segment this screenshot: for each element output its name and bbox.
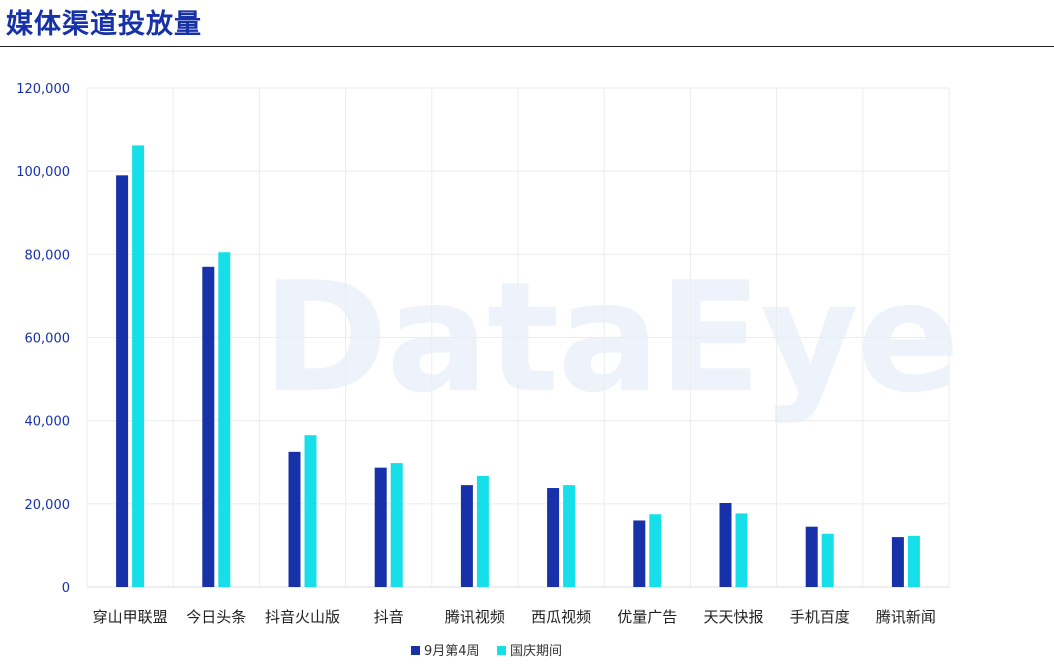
x-tick-label: 天天快报 (703, 608, 763, 626)
y-tick-label: 80,000 (25, 248, 71, 263)
y-tick-label: 0 (62, 581, 70, 596)
title-divider (0, 46, 1054, 47)
bar-series1 (633, 520, 646, 587)
bar-series2 (563, 485, 576, 587)
chart-grid (86, 87, 950, 588)
y-tick-label: 120,000 (16, 82, 70, 97)
x-tick-label: 西瓜视频 (531, 608, 591, 626)
bar-series1 (116, 175, 129, 587)
bar-series1 (719, 503, 732, 587)
y-tick-label: 40,000 (25, 415, 71, 430)
page-title: 媒体渠道投放量 (6, 9, 202, 40)
chart-bars (116, 145, 920, 588)
bar-series2 (218, 252, 231, 588)
x-tick-label: 腾讯视频 (445, 608, 505, 626)
bar-series2 (735, 513, 748, 587)
bar-series2 (304, 435, 317, 587)
y-tick-label: 20,000 (25, 498, 71, 513)
bar-series2 (649, 514, 662, 587)
bar-series2 (476, 475, 489, 587)
x-axis-ticks: 穿山甲联盟 今日头条 抖音火山版 抖音 腾讯视频 西瓜视频 优量广告 天天快报 手机百度 腾讯新闻 (93, 608, 936, 626)
legend-label: 9月第4周 (424, 644, 480, 659)
bar-series1 (288, 451, 301, 587)
y-axis-ticks: 0 20,000 40,000 60,000 80,000 100,000 120,000 (16, 82, 70, 596)
bar-series1 (547, 488, 560, 587)
bar-series2 (390, 463, 403, 587)
legend-swatch (497, 646, 506, 655)
bar-series1 (202, 266, 215, 587)
x-tick-label: 优量广告 (617, 608, 677, 626)
bar-series1 (805, 526, 818, 587)
x-tick-label: 抖音火山版 (265, 608, 340, 626)
legend-label: 国庆期间 (510, 644, 562, 659)
x-tick-label: 抖音 (374, 608, 404, 626)
bar-series1 (891, 537, 904, 587)
bar-series1 (460, 485, 473, 587)
legend-swatch (411, 646, 420, 655)
x-tick-label: 手机百度 (790, 608, 850, 626)
x-tick-label: 腾讯新闻 (876, 608, 936, 626)
y-tick-label: 100,000 (16, 165, 70, 180)
x-tick-label: 穿山甲联盟 (93, 608, 168, 626)
x-tick-label: 今日头条 (186, 608, 246, 626)
bar-series2 (821, 533, 834, 587)
bar-series2 (907, 535, 920, 587)
chart-legend: 9月第4周 国庆期间 (411, 644, 562, 659)
y-tick-label: 60,000 (25, 332, 71, 347)
bar-series2 (132, 145, 145, 587)
bar-series1 (374, 467, 387, 587)
